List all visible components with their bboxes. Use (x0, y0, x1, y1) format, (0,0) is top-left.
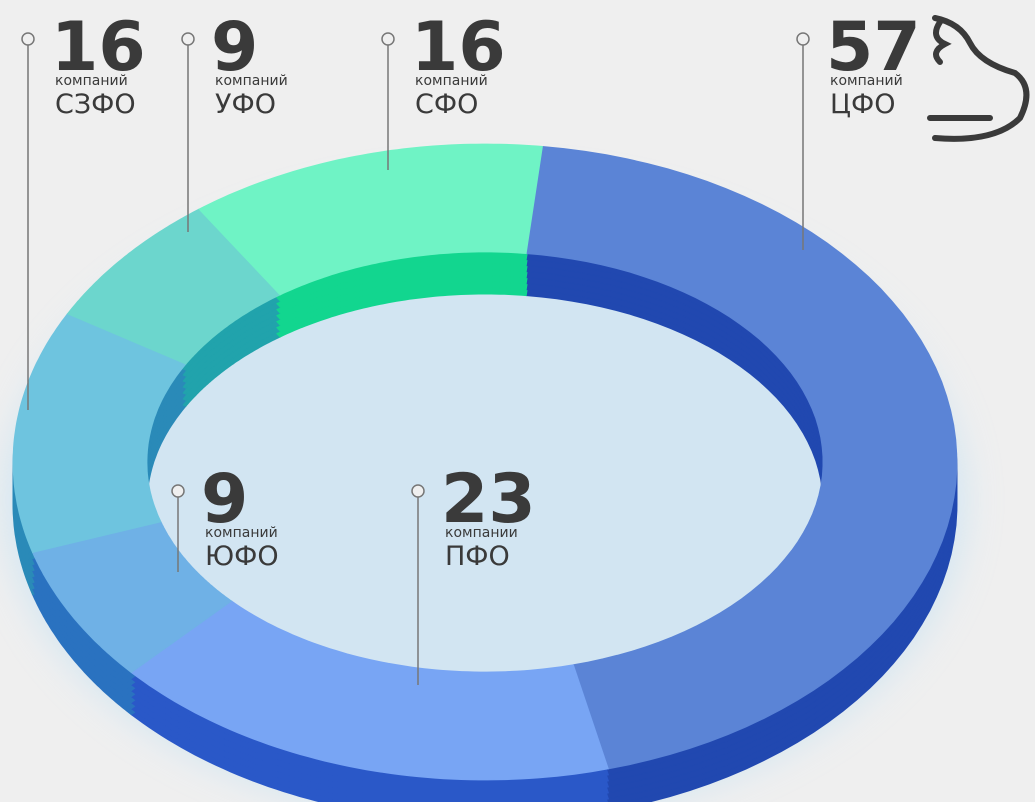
value-label: 16 (411, 8, 506, 87)
unit-label: компаний (215, 73, 288, 89)
unit-label: компании (445, 525, 518, 541)
leader-dot (21, 32, 35, 46)
hand-icon (927, 15, 1030, 142)
value-label: 9 (201, 460, 248, 539)
labels: 57компанийЦФО23компанииПФО9компанийЮФО16… (21, 8, 921, 685)
leader-dot (181, 32, 195, 46)
value-label: 16 (51, 8, 146, 87)
region-label: ЮФО (205, 541, 279, 572)
value-label: 57 (826, 8, 921, 87)
region-label: СЗФО (55, 89, 136, 120)
unit-label: компаний (415, 73, 488, 89)
leader-dot (411, 484, 425, 498)
value-label: 9 (211, 8, 258, 87)
ring (12, 143, 958, 802)
unit-label: компаний (205, 525, 278, 541)
leader-dot (796, 32, 810, 46)
value-label: 23 (441, 460, 536, 539)
region-label: УФО (215, 89, 276, 120)
unit-label: компаний (830, 73, 903, 89)
leader-dot (171, 484, 185, 498)
slice (198, 143, 543, 296)
leader-dot (381, 32, 395, 46)
region-label: СФО (415, 89, 478, 120)
region-label: ПФО (445, 541, 510, 572)
unit-label: компаний (55, 73, 128, 89)
region-label: ЦФО (830, 89, 895, 120)
